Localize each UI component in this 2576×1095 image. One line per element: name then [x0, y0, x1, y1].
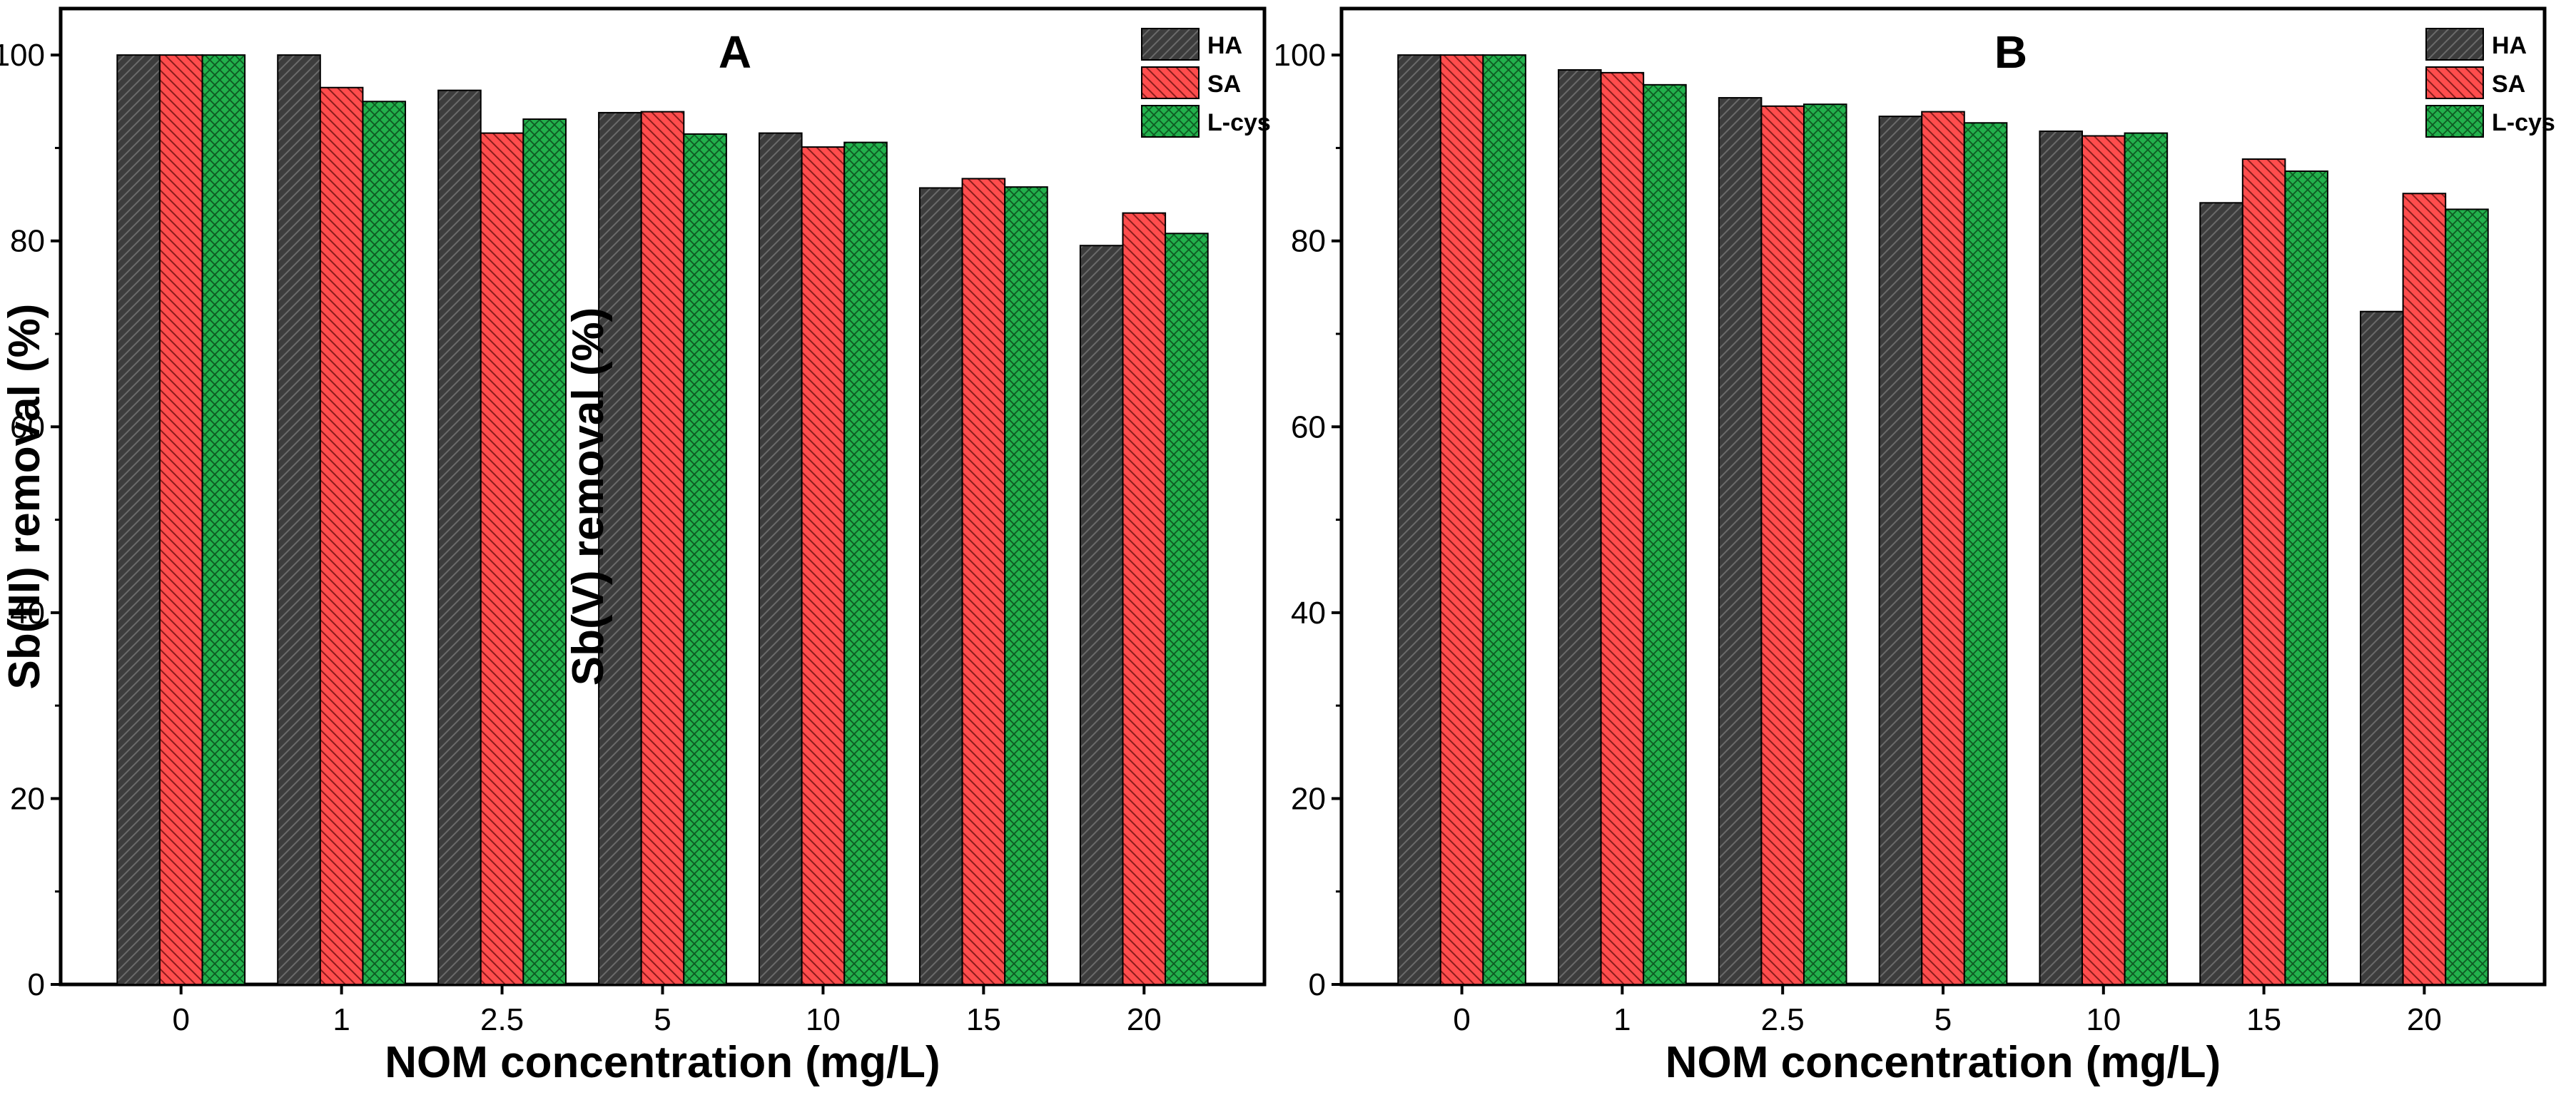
- legend-label: SA: [1207, 71, 1241, 98]
- bar-ha-20: [2360, 310, 2404, 985]
- bar-sa-2.5: [1760, 105, 1805, 985]
- legend-label: L-cys: [1207, 109, 1271, 136]
- bar-sa-10: [2081, 135, 2126, 985]
- legend-label: L-cys: [2492, 109, 2555, 136]
- y-tick-label: 20: [1291, 781, 1326, 816]
- legend-swatch: [1141, 66, 1200, 99]
- x-tick-label: 1: [333, 1002, 350, 1037]
- bar-lcys-20: [2445, 208, 2489, 986]
- bar-lcys-20: [1165, 233, 1209, 986]
- bar-lcys-1: [362, 101, 407, 985]
- bar-sa-1: [319, 86, 364, 986]
- panel-label: B: [1994, 26, 2027, 78]
- legend-label: SA: [2492, 71, 2525, 98]
- bar-ha-10: [759, 132, 803, 985]
- bar-ha-1: [1558, 68, 1602, 986]
- chart-panel-b: 0 20 40 60 80 100 0 1 2.5 5 10 15 20 NOM concentratio…: [564, 6, 2555, 1087]
- x-tick-label: 5: [1934, 1002, 1952, 1037]
- legend-label: HA: [2492, 32, 2527, 59]
- y-tick-label: 60: [1291, 409, 1326, 444]
- x-tick-label: 20: [1127, 1002, 1162, 1037]
- panel-label: A: [719, 26, 751, 78]
- bar-ha-1: [277, 54, 321, 986]
- bar-ha-2.5: [1718, 97, 1763, 985]
- y-tick-label: 60: [10, 409, 45, 444]
- x-tick-label: 10: [2086, 1002, 2121, 1037]
- bar-sa-0: [1439, 54, 1484, 986]
- bar-ha-20: [1079, 245, 1124, 986]
- bar-sa-15: [961, 178, 1006, 985]
- y-axis-title: Sb(V) removal (%): [564, 307, 613, 686]
- bar-lcys-5: [1963, 122, 2008, 985]
- bar-sa-15: [2241, 158, 2286, 985]
- bar-sa-20: [2402, 193, 2447, 986]
- bar-sa-20: [1122, 212, 1167, 986]
- y-tick-label: 80: [10, 224, 45, 259]
- y-tick-label: 20: [10, 781, 45, 816]
- x-tick-label: 2.5: [480, 1002, 524, 1037]
- bar-sa-2.5: [480, 132, 524, 985]
- x-tick-label: 0: [1453, 1002, 1470, 1037]
- bar-ha-15: [2199, 202, 2243, 986]
- bar-lcys-0: [1482, 54, 1526, 986]
- bar-ha-0: [116, 54, 161, 986]
- bar-ha-0: [1397, 54, 1441, 986]
- bar-lcys-5: [683, 133, 727, 985]
- bar-lcys-15: [1004, 186, 1048, 985]
- x-tick-label: 0: [172, 1002, 189, 1037]
- y-tick-label: 80: [1291, 224, 1326, 259]
- legend-swatch: [2425, 66, 2484, 99]
- bar-sa-1: [1600, 71, 1645, 986]
- legend-swatch: [1141, 105, 1200, 138]
- bar-lcys-10: [2124, 132, 2169, 985]
- bar-lcys-2.5: [1802, 103, 1847, 985]
- x-axis-title: NOM concentration (mg/L): [385, 1038, 940, 1087]
- y-tick-label: 0: [28, 967, 45, 1002]
- x-tick-label: 20: [2407, 1002, 2442, 1037]
- x-tick-label: 15: [966, 1002, 1001, 1037]
- y-tick-label: 100: [0, 38, 45, 73]
- bar-lcys-10: [843, 141, 888, 985]
- bar-lcys-2.5: [522, 118, 567, 985]
- x-tick-label: 2.5: [1761, 1002, 1805, 1037]
- x-tick-label: 15: [2246, 1002, 2281, 1037]
- bar-lcys-0: [201, 54, 246, 986]
- y-tick-label: 0: [1309, 967, 1326, 1002]
- x-tick-label: 5: [654, 1002, 671, 1037]
- bar-lcys-1: [1643, 83, 1687, 986]
- chart-panel-a: 0 20 40 60 80 100 0 1 2.5 5 10 15 20 NOM concentratio…: [0, 6, 1271, 1087]
- bar-ha-5: [1878, 116, 1923, 985]
- y-axis-title: Sb(III) removal (%): [0, 304, 49, 690]
- y-tick-label: 40: [1291, 596, 1326, 631]
- bar-ha-15: [918, 187, 963, 985]
- y-tick-label: 40: [10, 596, 45, 631]
- legend: HA SA L-cys: [2425, 28, 2555, 138]
- legend-swatch: [1141, 28, 1200, 61]
- legend-swatch: [2425, 105, 2484, 138]
- y-tick-label: 100: [1274, 38, 1326, 73]
- x-tick-label: 1: [1613, 1002, 1631, 1037]
- bar-sa-5: [640, 111, 685, 985]
- bar-ha-2.5: [437, 89, 482, 985]
- bar-ha-5: [598, 111, 642, 985]
- bar-lcys-15: [2284, 170, 2328, 985]
- legend-label: HA: [1207, 32, 1242, 59]
- bar-sa-10: [801, 146, 846, 985]
- bar-sa-5: [1921, 111, 1965, 985]
- bar-ha-10: [2039, 130, 2084, 985]
- x-axis-title: NOM concentration (mg/L): [1665, 1038, 2221, 1087]
- legend-swatch: [2425, 28, 2484, 61]
- bar-sa-0: [158, 54, 203, 986]
- legend: HA SA L-cys: [1141, 28, 1271, 138]
- x-tick-label: 10: [806, 1002, 841, 1037]
